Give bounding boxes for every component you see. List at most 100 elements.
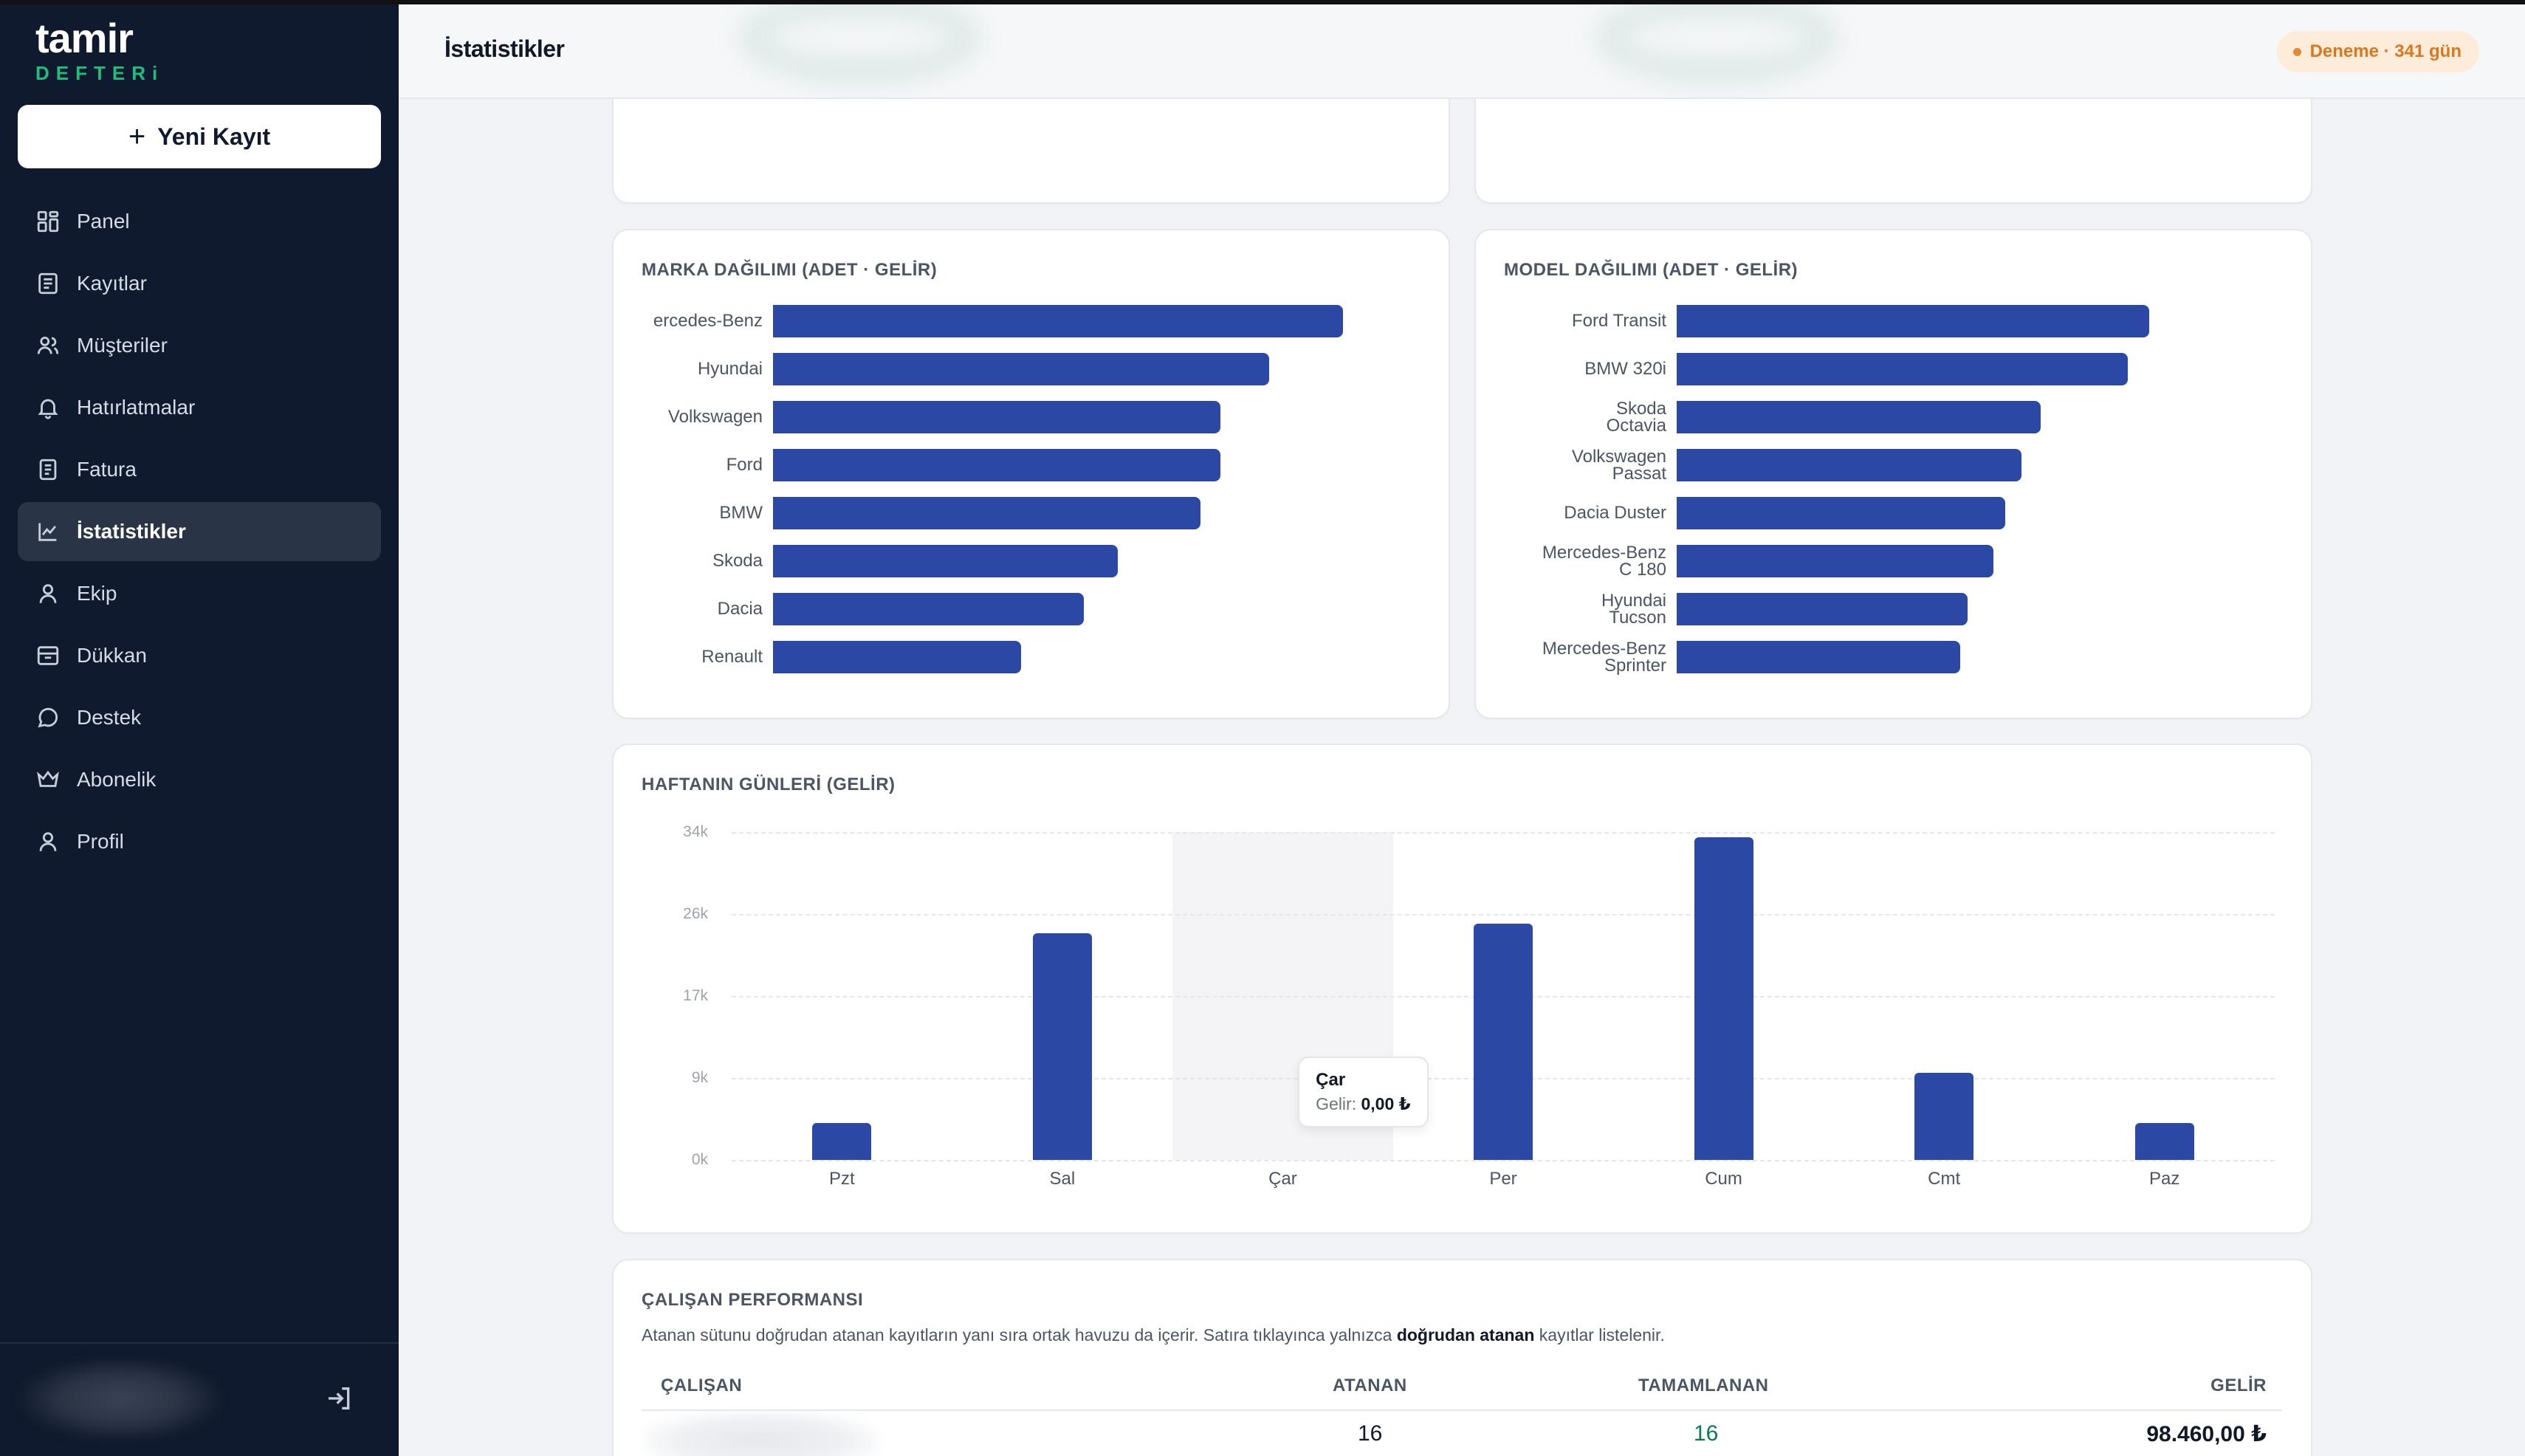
bar-row[interactable]: Mercedes-Benz Sprinter (1476, 639, 2149, 675)
column-header-revenue[interactable]: GELİR (2210, 1376, 2267, 1395)
weekday-revenue-card: HAFTANIN GÜNLERİ (GELİR) 0k 9k 17k 26k 34k Pz… (612, 744, 2312, 1234)
bar-row[interactable]: Mercedes-Benz C 180 (1476, 543, 2149, 580)
column-header-assigned[interactable]: ATANAN (1333, 1376, 1407, 1395)
bar-label: Dacia Duster (1564, 504, 1666, 522)
sidebar-item-9[interactable]: Destek (18, 688, 381, 747)
user-profile-blurred[interactable] (21, 1359, 220, 1440)
sidebar-item-10[interactable]: Abonelik (18, 750, 381, 809)
bar[interactable] (1677, 593, 1968, 625)
bar-row[interactable]: Skoda Octavia (1476, 399, 2149, 436)
bar-label-line: Passat (1612, 464, 1666, 484)
bar[interactable] (812, 1123, 872, 1160)
bar[interactable] (773, 449, 1221, 481)
records-icon (38, 272, 58, 295)
sidebar-item-7[interactable]: Ekip (18, 564, 381, 623)
scrolled-content-ghost (738, 4, 982, 86)
dashboard-icon (37, 210, 59, 233)
bar-label-line: Hyundai (697, 359, 763, 379)
plus-icon: + (128, 120, 146, 153)
bar[interactable] (773, 401, 1221, 433)
x-tick-label: Paz (2149, 1169, 2180, 1189)
x-tick-label: Cmt (1928, 1169, 1961, 1189)
sidebar-item-6[interactable]: İstatistikler (18, 502, 381, 561)
bar-row[interactable]: Ford Transit (1476, 304, 2149, 338)
bar-label-line: Ford Transit (1571, 311, 1666, 331)
column-header-employee[interactable]: ÇALIŞAN (661, 1376, 743, 1395)
sidebar-item-11[interactable]: Profil (18, 812, 381, 871)
bar[interactable] (773, 305, 1343, 337)
bar-label-line: Skoda (1615, 399, 1666, 419)
person-icon (39, 584, 57, 603)
bar-label-line: C 180 (1618, 560, 1666, 580)
bar[interactable] (1677, 401, 2041, 433)
bar[interactable] (773, 545, 1119, 577)
bar-row[interactable]: BMW (614, 496, 1343, 530)
bar[interactable] (1914, 1073, 1974, 1160)
bar-row[interactable]: Renault (614, 640, 1343, 674)
sidebar-item-label: Destek (77, 706, 142, 729)
bar[interactable] (773, 641, 1021, 673)
sidebar-item-2[interactable]: Kayıtlar (18, 254, 381, 313)
bar-label-line: Mercedes-Benz (1542, 543, 1666, 563)
status-dot-icon (2292, 47, 2301, 56)
bar-label-line: Volkswagen (667, 407, 763, 427)
bar[interactable] (1677, 545, 1993, 577)
bar[interactable] (1032, 933, 1092, 1160)
sidebar-divider (0, 1342, 399, 1344)
bar-row[interactable]: Hyundai (614, 352, 1343, 386)
tooltip-label: Gelir: (1316, 1094, 1357, 1113)
bar[interactable] (773, 353, 1269, 385)
brand-distribution-card: MARKA DAĞILIMI (ADET · GELİR) ercedes-Be… (612, 229, 1450, 719)
bar-row[interactable]: BMW 320i (1476, 352, 2149, 386)
new-record-button[interactable]: + Yeni Kayıt (18, 105, 381, 168)
bar-row[interactable]: Hyundai Tucson (1476, 592, 2149, 627)
bar[interactable] (1677, 497, 2005, 529)
bar[interactable] (1677, 353, 2129, 385)
bar-label-line: Mercedes-Benz (1542, 639, 1666, 659)
bar[interactable] (1694, 837, 1753, 1160)
bar-label: Hyundai (698, 360, 763, 378)
bar[interactable] (773, 497, 1200, 529)
trial-badge[interactable]: Deneme · 341 gün (2276, 31, 2479, 72)
sidebar-item-4[interactable]: Hatırlatmalar (18, 378, 381, 437)
bar[interactable] (1474, 924, 1533, 1160)
bell-icon (38, 399, 58, 419)
bar-label-line: Ford (726, 455, 763, 475)
bar[interactable] (1677, 449, 2022, 481)
bar[interactable] (773, 593, 1084, 625)
app-logo[interactable]: tamir DEFTERi (35, 16, 164, 86)
bar[interactable] (1677, 641, 1960, 673)
chat-icon (38, 707, 58, 728)
bar-row[interactable]: Ford (614, 448, 1343, 482)
top-border (0, 0, 2525, 4)
bar-label-line: Renault (701, 647, 763, 667)
bar-row[interactable]: Skoda (614, 544, 1343, 578)
bar-row[interactable]: Volkswagen (614, 400, 1343, 434)
bar-label: ercedes-Benz (653, 312, 763, 330)
bar-row[interactable]: Volkswagen Passat (1476, 448, 2149, 484)
sidebar-item-3[interactable]: Müşteriler (18, 316, 381, 375)
sidebar-item-5[interactable]: Fatura (18, 440, 381, 499)
sidebar-item-label: Hatırlatmalar (77, 396, 196, 419)
bar-label-line: BMW (719, 503, 763, 523)
sidebar-item-1[interactable]: Panel (18, 192, 381, 251)
column-header-completed[interactable]: TAMAMLANAN (1638, 1376, 1769, 1395)
chart-icon (38, 523, 57, 541)
bar-row[interactable]: Dacia Duster (1476, 496, 2149, 530)
desc-suffix: kayıtlar listelenir. (1534, 1325, 1665, 1345)
scrolled-content-ghost (1595, 4, 1838, 86)
users-icon (37, 336, 59, 354)
chart-tooltip: Çar Gelir: 0,00 ₺ (1298, 1057, 1429, 1127)
logout-icon[interactable] (325, 1384, 354, 1413)
sidebar-item-8[interactable]: Dükkan (18, 626, 381, 685)
tooltip-day: Çar (1316, 1070, 1346, 1090)
y-tick-label: 0k (691, 1151, 708, 1168)
bar[interactable] (2134, 1123, 2194, 1160)
bar-row[interactable]: Dacia (614, 592, 1343, 626)
bar-label-line: Octavia (1606, 416, 1666, 436)
bar-label: Dacia (718, 600, 763, 618)
bar[interactable] (1677, 305, 2149, 337)
bar-row[interactable]: ercedes-Benz (614, 304, 1343, 338)
bar-label: Skoda (712, 552, 763, 570)
new-record-label: Yeni Kayıt (157, 123, 271, 150)
